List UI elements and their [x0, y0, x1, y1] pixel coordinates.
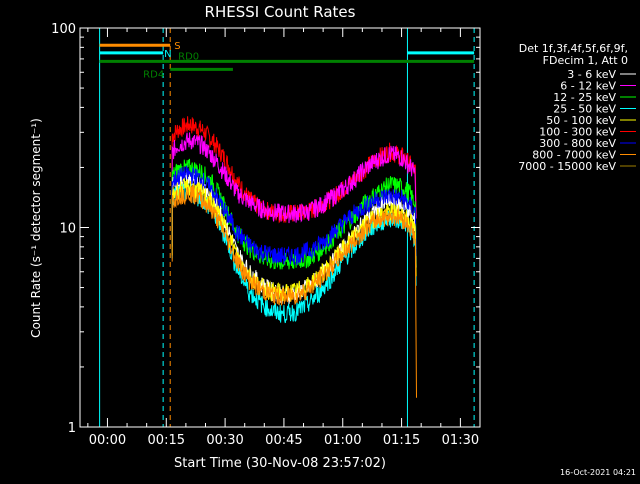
segment-label-4: RD4 [143, 69, 164, 80]
y-tick-label-1: 10 [59, 222, 76, 237]
y-tick-label-2: 100 [51, 22, 76, 37]
series-line-800-7000keV [171, 184, 417, 398]
x-tick-label-6: 01:30 [442, 433, 479, 448]
x-tick-label-3: 00:45 [265, 433, 302, 448]
legend-label-8: 7000 - 15000 keV [518, 160, 616, 173]
axes: 1 10 100 00:00 00:15 00:30 00:45 01:00 01:15 01:3… [51, 22, 481, 448]
legend-label-7: 800 - 7000 keV [532, 149, 616, 162]
segment-label-0: S [174, 41, 180, 52]
segment-label-1: N [164, 49, 171, 60]
series-line-6-12keV [171, 132, 417, 224]
legend-label-4: 50 - 100 keV [546, 114, 616, 127]
chart-title: RHESSI Count Rates [205, 3, 356, 21]
timestamp: 16-Oct-2021 04:21 [560, 468, 636, 477]
x-axis-label: Start Time (30-Nov-08 23:57:02) [174, 456, 386, 471]
series-line-300-800keV [171, 164, 417, 267]
y-axis-label: Count Rate (s⁻¹ detector segment⁻¹) [29, 118, 43, 338]
legend-label-6: 300 - 800 keV [539, 137, 616, 150]
legend-label-0: 3 - 6 keV [567, 68, 616, 81]
x-tick-label-0: 00:00 [89, 433, 126, 448]
x-tick-label-4: 01:00 [324, 433, 361, 448]
legend-header-2: FDecim 1, Att 0 [543, 54, 628, 67]
legend-label-3: 25 - 50 keV [553, 103, 616, 116]
legend-header-1: Det 1f,3f,4f,5f,6f,9f, [519, 42, 628, 55]
segment-label-3: RD0 [178, 51, 199, 62]
x-tick-label-1: 00:15 [148, 433, 185, 448]
x-tick-label-2: 00:30 [206, 433, 243, 448]
legend: Det 1f,3f,4f,5f,6f,9f, FDecim 1, Att 0 3… [518, 42, 636, 173]
legend-label-1: 6 - 12 keV [560, 80, 616, 93]
legend-label-2: 12 - 25 keV [553, 91, 616, 104]
x-tick-label-5: 01:15 [383, 433, 420, 448]
plot-area: SN RD0 RD4 [99, 28, 475, 427]
y-tick-label-0: 1 [68, 421, 76, 436]
legend-label-5: 100 - 300 keV [539, 126, 616, 139]
